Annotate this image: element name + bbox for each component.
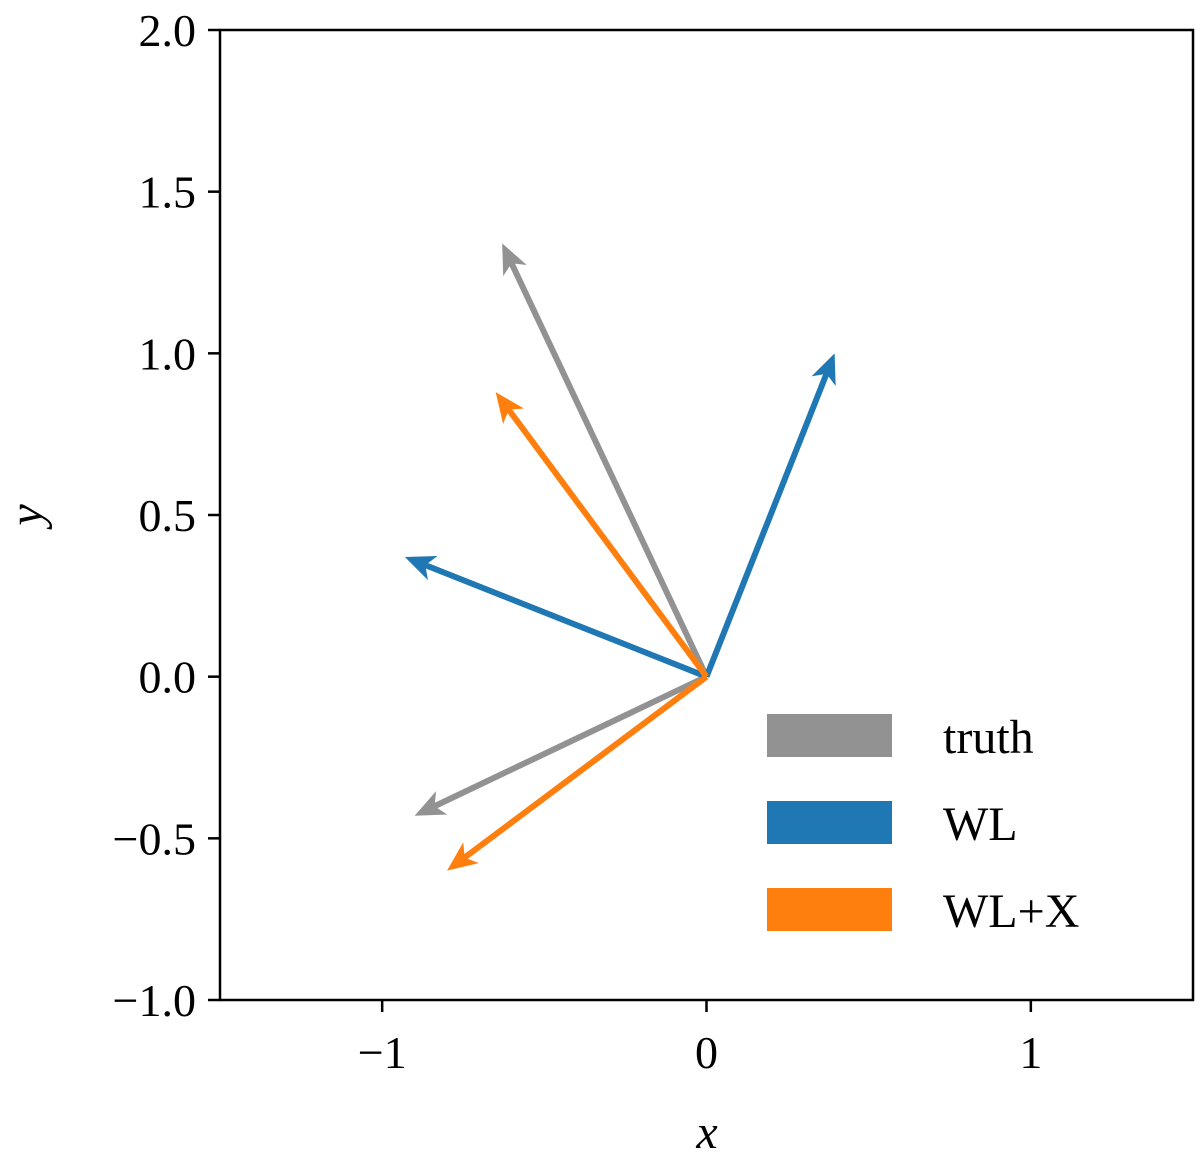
y-axis-label: y xyxy=(0,504,53,531)
legend: truth WL WL+X xyxy=(767,711,1079,938)
x-axis-label: x xyxy=(695,1106,717,1154)
arrow-head xyxy=(502,243,527,277)
y-tick-label: 2.0 xyxy=(139,5,197,56)
arrow-head xyxy=(414,791,448,816)
ticks-layer: −1 0 1 −1.0 −0.5 0.0 0.5 1.0 1.5 2.0 xyxy=(113,5,1043,1078)
x-tick-label: 1 xyxy=(1019,1027,1042,1078)
y-tick-label: −0.5 xyxy=(113,813,196,864)
arrow-wl xyxy=(703,353,836,678)
legend-swatch xyxy=(767,714,892,757)
arrow-head xyxy=(447,842,479,871)
x-tick-label: 0 xyxy=(695,1027,718,1078)
arrow-shaft xyxy=(424,562,708,680)
arrow-shaft xyxy=(506,408,709,679)
x-tick-label: −1 xyxy=(358,1027,407,1078)
arrow-truth xyxy=(502,243,710,678)
arrow-shaft xyxy=(703,372,830,678)
arrow-wlx xyxy=(447,674,709,871)
y-tick-label: 0.0 xyxy=(139,652,197,703)
y-tick-label: 1.0 xyxy=(139,328,197,379)
y-tick-label: −1.0 xyxy=(113,975,196,1026)
legend-label: truth xyxy=(943,711,1034,764)
legend-label: WL+X xyxy=(943,885,1079,938)
plot-frame xyxy=(218,28,1195,1002)
arrow-head xyxy=(495,392,524,424)
y-tick-label: 1.5 xyxy=(139,167,197,218)
arrows-layer xyxy=(404,243,836,871)
arrow-shaft xyxy=(462,674,709,860)
legend-label: WL xyxy=(943,798,1018,851)
arrow-truth xyxy=(414,673,708,816)
legend-swatch xyxy=(767,801,892,844)
legend-swatch xyxy=(767,888,892,931)
arrow-head xyxy=(811,353,836,387)
arrow-wl xyxy=(404,556,708,680)
arrow-wlx xyxy=(495,392,709,679)
arrow-head xyxy=(404,556,438,581)
arrow-shaft xyxy=(508,262,710,678)
y-tick-label: 0.5 xyxy=(139,490,197,541)
arrow-shaft xyxy=(433,673,708,809)
